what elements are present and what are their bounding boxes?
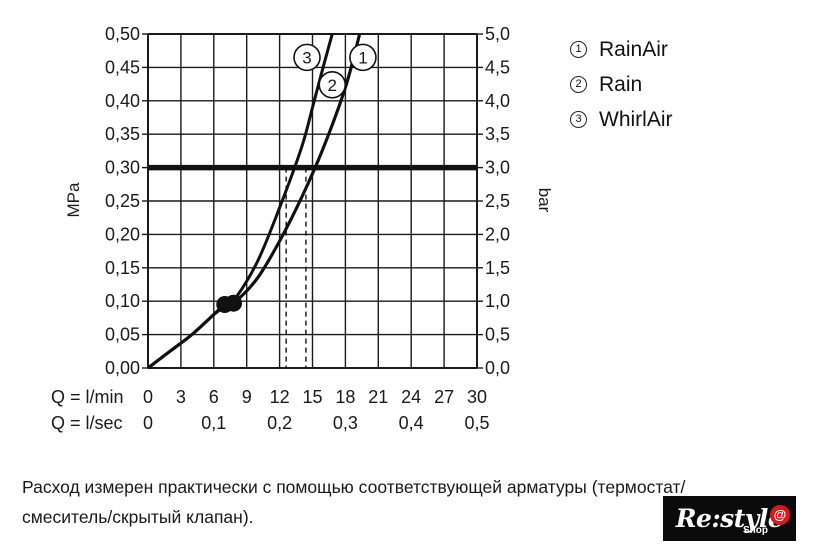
measurement-note: Расход измерен практически с помощью соо… [22,472,822,532]
cart-icon: @ [770,505,790,525]
y-tick-label-right: 4,5 [485,57,510,77]
curve-label-2: 2 [318,70,347,99]
y-tick-label-right: 0,5 [485,325,510,345]
y-tick-label-right: 3,5 [485,124,510,144]
curve-label-layer: 3 1 2 [293,43,377,99]
tick-label-layer: 0,000,050,100,150,200,250,300,350,400,45… [105,24,510,433]
x-tick-label-lmin: 27 [434,387,454,407]
curve-label-circle [318,70,347,99]
x-tick-label-lmin: 12 [270,387,290,407]
y-tick-label-right: 2,5 [485,191,510,211]
x-tick-label-lsec: 0,1 [201,413,226,433]
y-tick-label-right: 3,0 [485,158,510,178]
legend-label: WhirlAir [599,108,673,131]
legend: 1 RainAir 2 Rain 3 WhirlAir [570,32,673,137]
y-axis-label-right: bar [535,188,554,213]
y-tick-label-right: 1,5 [485,258,510,278]
x-tick-label-lsec: 0,5 [464,413,489,433]
y-tick-label-left: 0,40 [105,91,140,111]
restyle-shop-logo[interactable]: Re:style Shop @ [663,496,796,541]
curve-label-circle [349,43,377,72]
y-axis-label-left: MPa [64,182,83,218]
curve-label-text: 2 [328,76,337,95]
curve-label-text: 3 [302,48,311,67]
y-tick-label-right: 1,0 [485,291,510,311]
y-tick-label-left: 0,05 [105,325,140,345]
x-tick-label-lsec: 0,2 [267,413,292,433]
curve-label-1: 1 [349,43,377,72]
x-tick-label-lmin: 21 [368,387,388,407]
x-tick-label-lmin: 30 [467,387,487,407]
x-tick-label-lsec: 0,3 [333,413,358,433]
curve-label-3: 3 [293,43,321,72]
y-tick-label-right: 5,0 [485,24,510,44]
marker-layer [216,294,243,314]
y-tick-label-left: 0,20 [105,224,140,244]
x-tick-label-lsec: 0 [143,413,153,433]
y-tick-label-left: 0,10 [105,291,140,311]
legend-item-whirlair: 3 WhirlAir [570,102,673,137]
x-tick-label-lmin: 6 [209,387,219,407]
legend-number: 2 [570,76,587,93]
y-tick-label-left: 0,45 [105,57,140,77]
x-tick-label-lmin: 0 [143,387,153,407]
x-tick-label-lmin: 18 [335,387,355,407]
x-tick-label-lsec: 0,4 [399,413,424,433]
y-tick-label-right: 2,0 [485,224,510,244]
y-tick-label-right: 4,0 [485,91,510,111]
note-line-1: Расход измерен практически с помощью соо… [22,477,686,497]
curve-label-text: 1 [358,48,367,67]
x-axis-label-lsec: Q = l/sec [51,413,123,433]
series-curve-3 [147,33,334,370]
y-tick-label-left: 0,30 [105,158,140,178]
reference-line-layer [148,164,477,368]
pressure-flow-chart: 3 12 0,000,050,100,150,200,250,300,350,40… [51,24,554,433]
legend-item-rain: 2 Rain [570,67,673,102]
y-tick-label-left: 0,15 [105,258,140,278]
y-tick-label-left: 0,35 [105,124,140,144]
logo-subtext: Shop [743,525,768,536]
curve-label-circle [293,43,321,72]
legend-number: 3 [570,111,587,128]
y-tick-label-left: 0,00 [105,358,140,378]
y-tick-label-right: 0,0 [485,358,510,378]
x-tick-label-lmin: 3 [176,387,186,407]
note-line-2: смеситель/скрытый клапан). [22,507,254,527]
x-tick-label-lmin: 9 [242,387,252,407]
legend-number: 1 [570,41,587,58]
x-tick-label-lmin: 24 [401,387,421,407]
legend-label: Rain [599,73,643,96]
legend-label: RainAir [599,38,668,61]
x-axis-label-lmin: Q = l/min [51,387,124,407]
data-point-marker [225,294,243,312]
legend-item-rainair: 1 RainAir [570,32,673,67]
y-tick-label-left: 0,50 [105,24,140,44]
grid [142,33,483,369]
series-layer [147,33,362,370]
logo-text: Re:style [675,504,784,533]
x-tick-label-lmin: 15 [302,387,322,407]
y-tick-label-left: 0,25 [105,191,140,211]
